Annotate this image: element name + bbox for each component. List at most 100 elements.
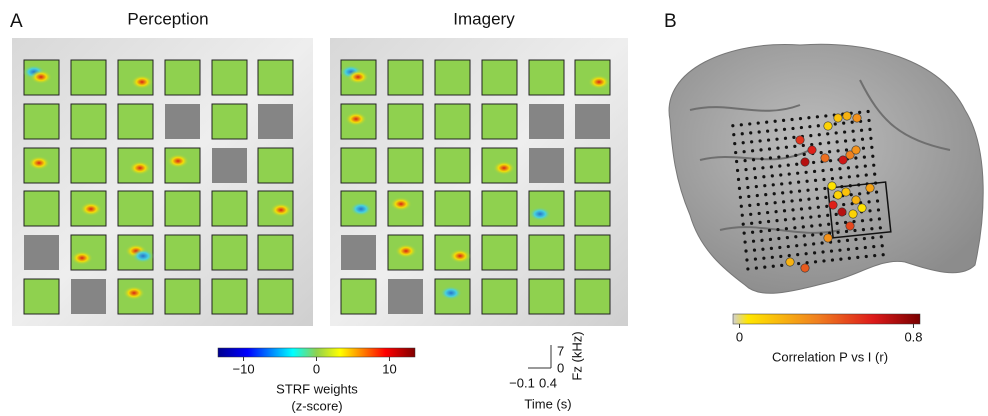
- electrode-dot: [741, 141, 745, 145]
- electrode-dot: [822, 177, 826, 182]
- electrode-dot: [842, 202, 846, 207]
- strf-cell: [481, 103, 518, 140]
- strf-cell: [211, 190, 248, 227]
- electrode-dot: [735, 159, 739, 164]
- electrode-dot: [797, 261, 801, 266]
- electrode-dot: [820, 241, 824, 245]
- strf-cell: [340, 278, 377, 315]
- strf-cell: [211, 234, 248, 271]
- strf-cell: [257, 234, 294, 271]
- electrode-dot: [805, 261, 809, 265]
- electrode: [848, 209, 858, 219]
- electrode-dot: [836, 149, 840, 153]
- electrode-dot: [861, 228, 866, 232]
- electrode-dot: [791, 126, 795, 131]
- electrode-dot: [752, 248, 757, 252]
- electrode-dot: [786, 163, 790, 167]
- electrode-dot: [858, 192, 862, 196]
- electrode-dot: [839, 176, 843, 180]
- electrode-dot: [812, 160, 816, 165]
- electrode-dot: [818, 223, 822, 227]
- strf-cell: [434, 103, 471, 140]
- electrode-dot: [753, 176, 758, 180]
- strf-cell: [574, 278, 611, 315]
- electrode-dot: [835, 221, 839, 225]
- electrode-dot: [802, 152, 806, 157]
- electrode-dot: [829, 168, 834, 172]
- electrode-dot: [814, 187, 819, 191]
- electrode-dot: [838, 248, 842, 252]
- electrode-dot: [870, 227, 874, 231]
- electrode-dot: [788, 181, 792, 185]
- strf-cell: [574, 147, 611, 184]
- electrode: [865, 183, 875, 193]
- electrode: [800, 263, 810, 273]
- electrode-dot: [749, 212, 753, 216]
- electrode-dot: [739, 123, 743, 127]
- electrode-dot: [827, 222, 831, 226]
- electrode-dot: [761, 247, 765, 251]
- electrode-dot: [843, 220, 848, 225]
- electrode-dot: [785, 236, 789, 240]
- missing-electrode: [575, 104, 610, 139]
- strf-blob: [588, 75, 610, 89]
- electrode-dot: [767, 147, 772, 151]
- electrode-dot: [833, 122, 837, 126]
- electrode: [827, 181, 837, 191]
- strf-cell: [117, 103, 154, 140]
- electrode-dot: [754, 184, 758, 189]
- electrode-dot: [796, 171, 800, 175]
- electrode-dot: [795, 244, 799, 248]
- strf-cell: [574, 190, 611, 227]
- strf-blob: [28, 156, 50, 170]
- strf-blob: [132, 249, 154, 263]
- electrode-dot: [764, 193, 768, 197]
- electrode-dot: [748, 122, 752, 126]
- electrode-dot: [806, 188, 810, 192]
- electrode: [851, 145, 861, 155]
- electrode-dot: [746, 267, 750, 271]
- electrode-dot: [878, 226, 882, 230]
- electrode-dot: [871, 236, 875, 240]
- electrode-dot: [740, 213, 744, 217]
- strf-blob: [167, 154, 189, 168]
- electrode-dot: [765, 202, 769, 206]
- electrode: [837, 207, 847, 217]
- electrode-dot: [804, 252, 808, 256]
- electrode-dot: [828, 159, 833, 163]
- electrode-dot: [734, 150, 738, 155]
- electrode-dot: [739, 204, 743, 208]
- electrode-dot: [821, 250, 825, 254]
- electrode-dot: [867, 118, 871, 123]
- electrode-dot: [762, 256, 766, 260]
- electrode: [833, 113, 843, 123]
- electrode-dot: [769, 165, 773, 169]
- strf-blob: [395, 244, 417, 258]
- strf-blob: [390, 197, 412, 211]
- electrode-dot: [740, 132, 744, 136]
- electrode: [857, 203, 867, 213]
- electrode-dot: [796, 253, 800, 257]
- colorbar-tick-label: 10: [382, 361, 396, 376]
- electrode-dot: [821, 168, 825, 173]
- electrode-dot: [738, 195, 742, 199]
- electrode-dot: [786, 244, 790, 249]
- electrode-dot: [755, 193, 759, 198]
- electrode-dot: [880, 244, 884, 248]
- electrode: [851, 195, 861, 205]
- electrode: [820, 153, 830, 163]
- strf-cell: [387, 147, 424, 184]
- electrode-dot: [835, 140, 839, 144]
- strf-cell: [528, 59, 565, 96]
- electrode-dot: [817, 133, 821, 137]
- strf-blob: [270, 203, 292, 217]
- electrode-dot: [819, 232, 823, 236]
- electrode-dot: [866, 109, 870, 114]
- electrode-dot: [862, 155, 866, 159]
- electrode-dot: [818, 142, 822, 146]
- electrode-dot: [760, 157, 764, 161]
- electrode-dot: [869, 136, 873, 140]
- electrode-dot: [854, 156, 858, 160]
- electrode-dot: [815, 115, 819, 119]
- electrode-dot: [812, 169, 817, 174]
